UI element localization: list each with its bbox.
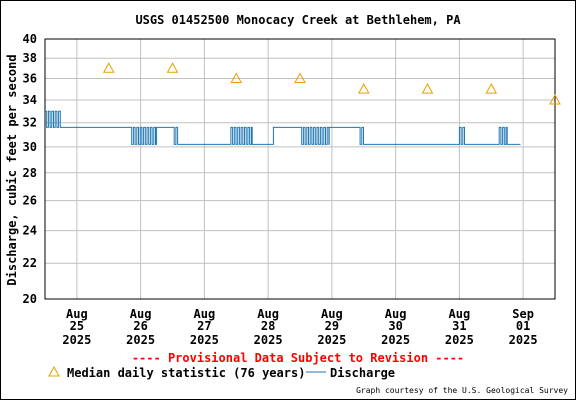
discharge-series xyxy=(45,110,521,145)
y-axis-label: Discharge, cubic feet per second xyxy=(5,54,19,285)
median-point xyxy=(549,93,561,105)
y-tick-label: 32 xyxy=(23,116,37,130)
legend-discharge-label: Discharge xyxy=(330,366,395,380)
plot-border xyxy=(44,38,556,300)
y-tick-label: 38 xyxy=(23,51,37,65)
discharge-line xyxy=(45,110,521,145)
x-tick-labels: Aug252025Aug262025Aug272025Aug282025Aug2… xyxy=(62,307,537,347)
median-series xyxy=(102,62,561,105)
median-point xyxy=(230,72,243,84)
x-tick-month: Sep xyxy=(512,307,534,321)
y-tick-label: 22 xyxy=(23,256,37,270)
chart-title: USGS 01452500 Monocacy Creek at Bethlehe… xyxy=(135,13,461,27)
median-point xyxy=(485,83,498,94)
provisional-notice: ---- Provisional Data Subject to Revisio… xyxy=(132,351,464,365)
x-tick-month: Aug xyxy=(321,307,343,321)
y-tick-label: 40 xyxy=(23,32,37,46)
median-point xyxy=(421,83,434,94)
x-tick-month: Aug xyxy=(385,307,407,321)
legend-median-label: Median daily statistic (76 years) xyxy=(67,366,305,380)
y-tick-label: 26 xyxy=(23,194,37,208)
x-tick-year: 2025 xyxy=(381,333,410,347)
y-tick-label: 30 xyxy=(23,140,37,154)
x-tick-year: 2025 xyxy=(254,333,283,347)
x-tick-day: 01 xyxy=(516,319,530,333)
median-point xyxy=(102,62,115,73)
plot-area-border xyxy=(44,38,556,300)
usgs-credit: Graph courtesy of the U.S. Geological Su… xyxy=(356,386,568,395)
x-tick-month: Aug xyxy=(449,307,471,321)
y-tick-label: 34 xyxy=(23,93,37,107)
x-tick-year: 2025 xyxy=(126,333,155,347)
x-tick-day: 31 xyxy=(452,319,466,333)
y-tick-label: 24 xyxy=(23,224,37,238)
x-tick-day: 27 xyxy=(197,319,211,333)
x-tick-year: 2025 xyxy=(190,333,219,347)
median-point xyxy=(294,72,306,84)
grid-lines xyxy=(45,38,555,300)
y-tick-label: 28 xyxy=(23,166,37,180)
legend: Median daily statistic (76 years) Discha… xyxy=(48,365,395,380)
legend-median-triangle-icon xyxy=(48,365,60,377)
x-tick-day: 25 xyxy=(70,319,84,333)
x-tick-day: 30 xyxy=(388,319,402,333)
x-tick-day: 29 xyxy=(325,319,339,333)
x-tick-day: 26 xyxy=(133,319,147,333)
x-tick-year: 2025 xyxy=(509,333,538,347)
x-tick-month: Aug xyxy=(257,307,279,321)
median-point xyxy=(357,83,370,94)
x-tick-year: 2025 xyxy=(317,333,346,347)
x-tick-year: 2025 xyxy=(445,333,474,347)
median-point xyxy=(166,62,179,73)
y-tick-label: 20 xyxy=(23,292,37,306)
x-tick-month: Aug xyxy=(130,307,152,321)
x-tick-year: 2025 xyxy=(62,333,91,347)
x-tick-month: Aug xyxy=(194,307,216,321)
y-tick-labels: 20 22 24 26 28 30 32 34 36 38 40 xyxy=(23,32,37,306)
x-tick-month: Aug xyxy=(66,307,88,321)
y-tick-label: 36 xyxy=(23,72,37,86)
x-tick-day: 28 xyxy=(261,319,275,333)
